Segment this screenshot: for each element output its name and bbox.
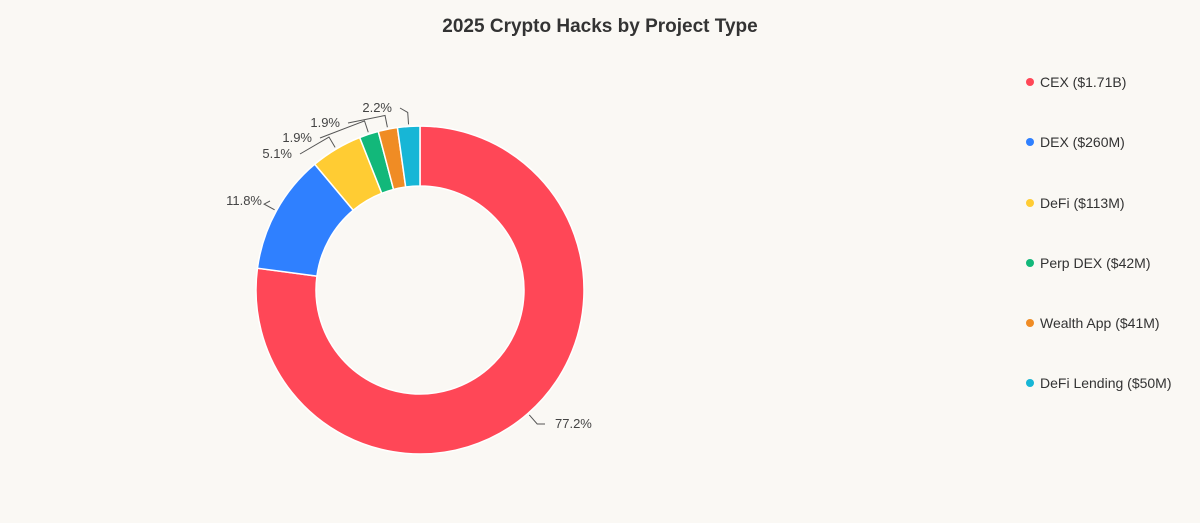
- leader-line-dex: [263, 200, 275, 211]
- legend-marker: [1026, 78, 1034, 86]
- leader-line-cex: [528, 414, 546, 425]
- legend-item-cex[interactable]: CEX ($1.71B): [1026, 70, 1196, 130]
- legend-label: DeFi Lending ($50M): [1040, 375, 1172, 392]
- data-label-defi-lending: 2.2%: [362, 100, 392, 115]
- data-label-defi: 5.1%: [262, 146, 292, 161]
- data-label-perp-dex: 1.9%: [282, 130, 312, 145]
- legend-label: DEX ($260M): [1040, 134, 1125, 151]
- legend-label: CEX ($1.71B): [1040, 74, 1127, 90]
- slice-defi-lending[interactable]: [396, 125, 421, 188]
- data-label-wealth-app: 1.9%: [310, 115, 340, 130]
- legend-label: DeFi ($113M): [1040, 194, 1125, 211]
- legend-marker: [1026, 379, 1034, 388]
- legend-marker: [1026, 258, 1034, 267]
- chart-title: 2025 Crypto Hacks by Project Type: [442, 16, 758, 37]
- legend-item-perp-dex[interactable]: Perp DEX ($42M): [1026, 251, 1196, 311]
- legend-marker: [1026, 319, 1034, 328]
- donut-chart: 77.2%11.8%5.1%1.9%1.9%2.2%: [226, 100, 592, 455]
- legend-marker: [1026, 138, 1034, 147]
- legend-marker: [1026, 198, 1034, 207]
- chart-legend: CEX ($1.71B) DEX ($260M) DeFi ($113M) Perp …: [1026, 70, 1196, 432]
- legend-item-wealth-app[interactable]: Wealth App ($41M): [1026, 311, 1196, 371]
- leader-line-wealth-app: [347, 114, 388, 128]
- slice-cex[interactable]: [255, 125, 585, 455]
- data-label-cex: 77.2%: [555, 416, 592, 431]
- legend-item-defi[interactable]: DeFi ($113M): [1026, 191, 1196, 251]
- legend-label: Perp DEX ($42M): [1040, 254, 1151, 271]
- leader-line-defi: [299, 136, 336, 155]
- legend-label: Wealth App ($41M): [1040, 315, 1160, 332]
- legend-item-dex[interactable]: DEX ($260M): [1026, 130, 1196, 190]
- data-label-dex: 11.8%: [226, 193, 262, 208]
- leader-line-defi-lending: [399, 107, 410, 125]
- leader-line-perp-dex: [319, 120, 369, 139]
- legend-item-defi-lending[interactable]: DeFi Lending ($50M): [1026, 371, 1196, 431]
